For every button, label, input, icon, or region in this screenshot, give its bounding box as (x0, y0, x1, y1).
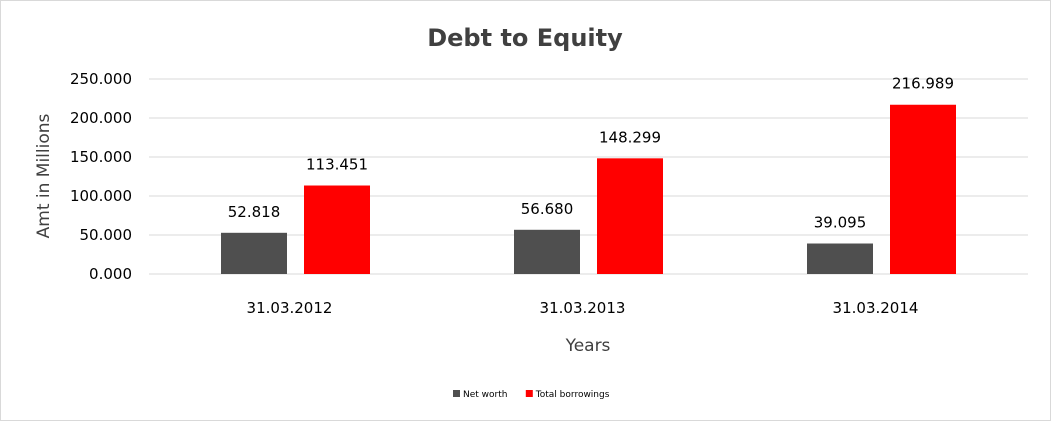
y-tick-label: 250.000 (70, 70, 132, 88)
x-axis-categories: 31.03.2012 31.03.2013 31.03.2014 (247, 299, 919, 317)
bars (221, 104, 956, 274)
bar (807, 243, 873, 274)
data-labels: 52.818 113.451 56.680 148.299 39.095 216.989 (228, 75, 954, 232)
bar (890, 104, 956, 274)
chart-title: Debt to Equity (427, 24, 623, 52)
legend-label: Total borrowings (535, 390, 610, 400)
gridlines (149, 78, 1028, 275)
data-label: 56.680 (521, 200, 574, 218)
y-tick-label: 150.000 (70, 148, 132, 166)
data-label: 52.818 (228, 203, 281, 221)
x-axis-label: Years (565, 336, 611, 356)
x-tick-label: 31.03.2014 (833, 299, 919, 317)
legend-label: Net worth (463, 390, 507, 400)
bar (597, 158, 663, 274)
legend-swatch (453, 390, 460, 397)
bar (304, 185, 370, 274)
y-tick-label: 50.000 (80, 226, 133, 244)
bar (221, 232, 287, 274)
y-tick-label: 200.000 (70, 109, 132, 127)
x-tick-label: 31.03.2012 (247, 299, 333, 317)
data-label: 39.095 (814, 214, 867, 232)
y-tick-label: 0.000 (89, 265, 132, 283)
x-tick-label: 31.03.2013 (540, 299, 626, 317)
data-label: 216.989 (892, 75, 954, 93)
y-axis-label: Amt in Millions (34, 113, 54, 238)
bar (514, 229, 580, 274)
legend-swatch (525, 390, 533, 397)
y-tick-label: 100.000 (70, 187, 132, 205)
data-label: 148.299 (599, 128, 661, 146)
data-label: 113.451 (306, 156, 368, 174)
y-axis-ticks: 0.000 50.000 100.000 150.000 200.000 250.000 (70, 70, 132, 283)
legend: Net worth Total borrowings (453, 390, 610, 400)
